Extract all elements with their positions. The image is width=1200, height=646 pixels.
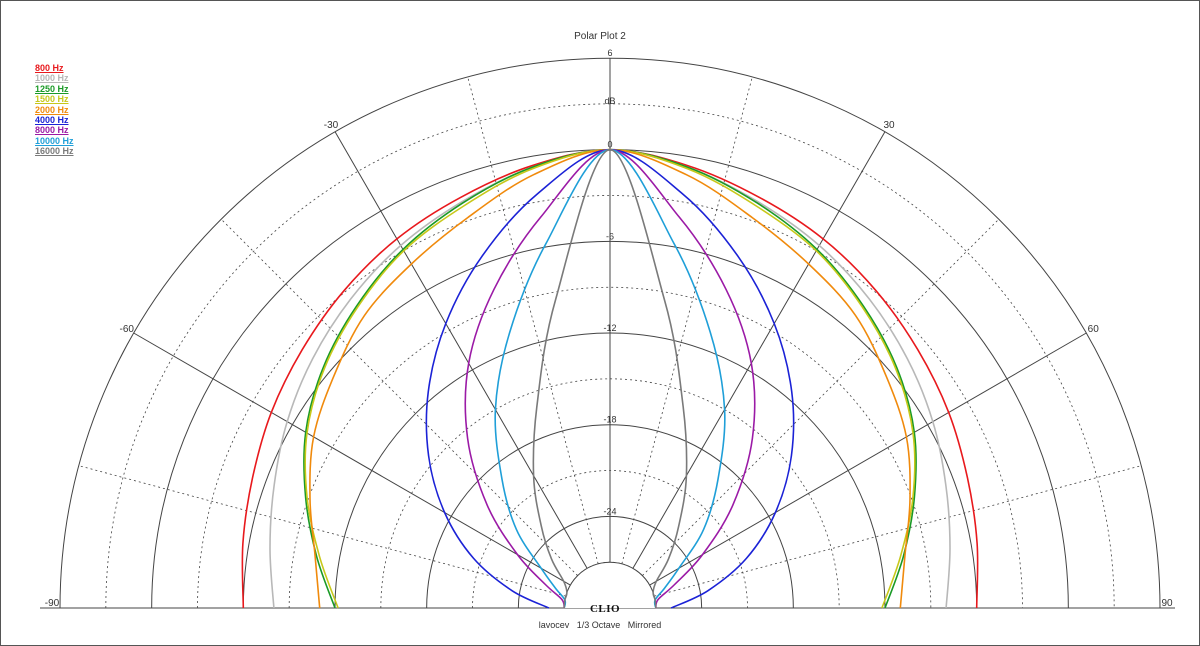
db-unit-label: dB bbox=[604, 96, 615, 106]
legend-item: 1500 Hz bbox=[35, 94, 69, 105]
chart-title: Polar Plot 2 bbox=[574, 31, 626, 42]
legend-item: 8000 Hz bbox=[35, 125, 69, 136]
angle-tick-label: -30 bbox=[324, 120, 339, 131]
series-curve bbox=[532, 148, 688, 609]
db-tick-label: -6 bbox=[606, 231, 614, 241]
series-curves bbox=[241, 148, 979, 609]
legend: 800 Hz 1000 Hz 1250 Hz 1500 Hz 2000 Hz 4000 H… bbox=[35, 63, 74, 157]
legend-item: 2000 Hz bbox=[35, 104, 69, 115]
grid-spoke bbox=[467, 76, 599, 564]
grid-ring bbox=[380, 378, 840, 609]
legend-item: 4000 Hz bbox=[35, 115, 69, 126]
db-tick-label: 0 bbox=[607, 140, 612, 150]
legend-item: 10000 Hz bbox=[35, 135, 74, 146]
legend-item: 16000 Hz bbox=[35, 146, 74, 157]
grid-spoke bbox=[632, 131, 886, 569]
angle-tick-label: -90 bbox=[45, 598, 60, 609]
grid-spoke bbox=[334, 131, 588, 569]
legend-item: 1250 Hz bbox=[35, 83, 69, 94]
polar-grid bbox=[40, 57, 1175, 609]
grid-spoke bbox=[654, 465, 1142, 597]
grid-spoke bbox=[649, 332, 1087, 586]
db-tick-label: -24 bbox=[603, 506, 616, 516]
grid-spoke bbox=[642, 218, 1000, 576]
angle-tick-label: -60 bbox=[120, 324, 135, 335]
grid-spoke bbox=[133, 332, 571, 586]
db-tick-label: -18 bbox=[603, 415, 616, 425]
clio-logo: CLIO bbox=[589, 603, 621, 615]
legend-item: 800 Hz bbox=[35, 63, 64, 73]
legend-item: 1000 Hz bbox=[35, 73, 69, 84]
angle-tick-label: 90 bbox=[1161, 598, 1173, 609]
angle-tick-label: 30 bbox=[883, 120, 895, 131]
angle-tick-label: 60 bbox=[1088, 324, 1100, 335]
chart-caption: lavocev 1/3 Octave Mirrored bbox=[538, 620, 662, 630]
db-tick-label: 6 bbox=[607, 48, 612, 58]
db-tick-label: -12 bbox=[603, 323, 616, 333]
center-cap bbox=[563, 561, 657, 609]
grid-ring bbox=[197, 195, 1023, 609]
grid-spoke bbox=[78, 465, 566, 597]
grid-spoke bbox=[220, 218, 578, 576]
grid-spoke bbox=[621, 76, 753, 564]
